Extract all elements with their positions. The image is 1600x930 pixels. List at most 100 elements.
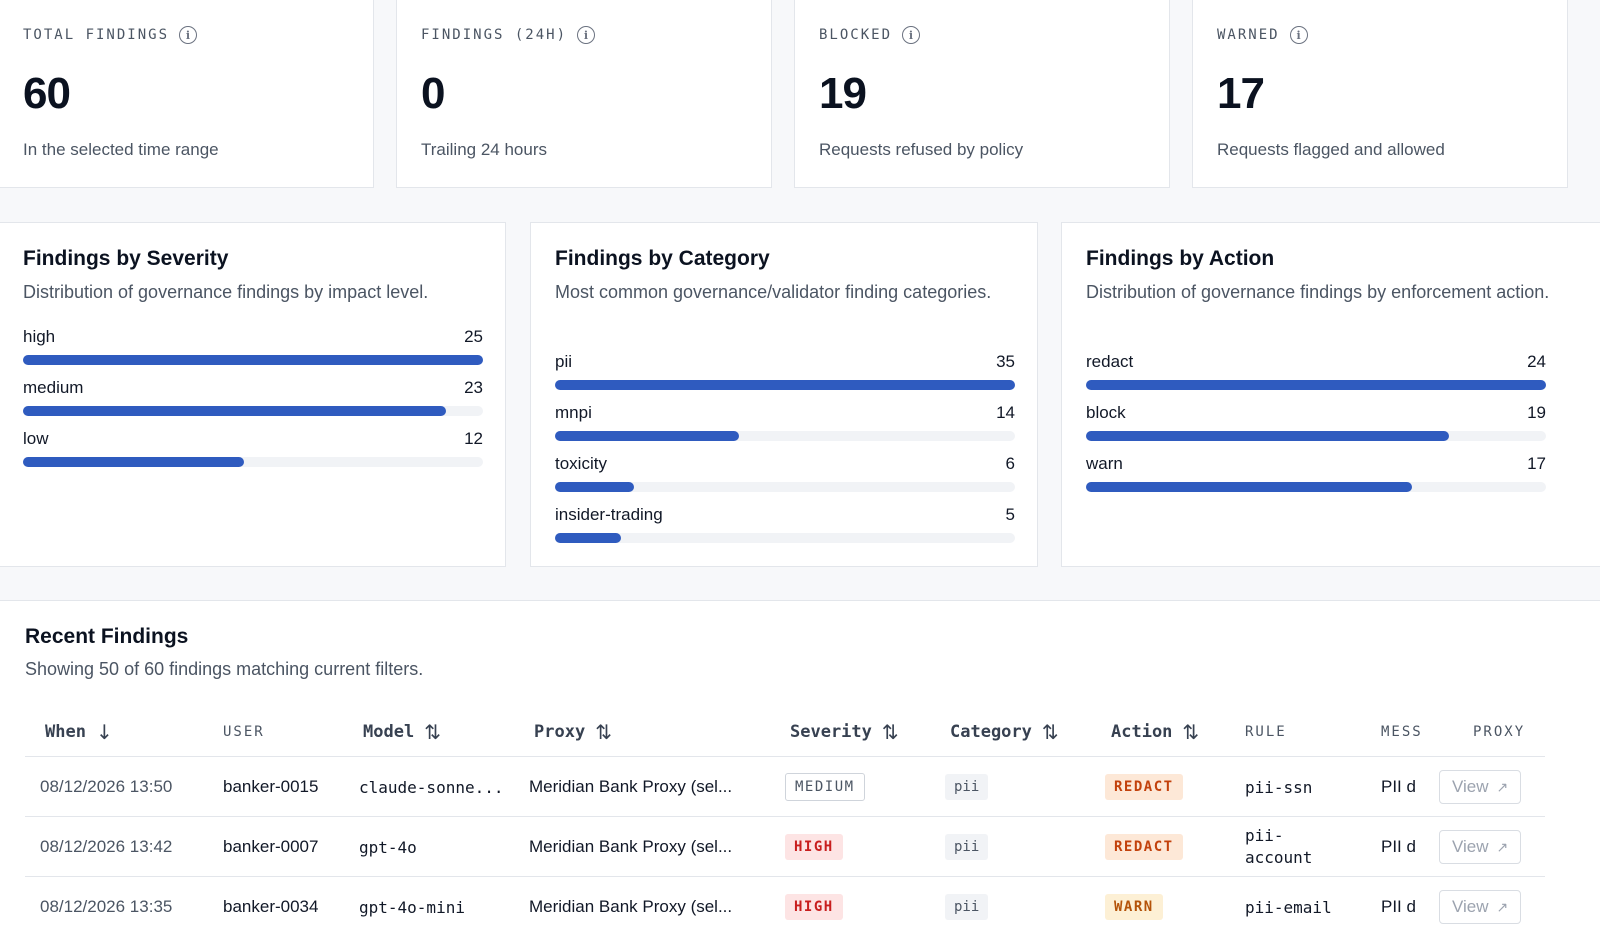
stat-value: 17 bbox=[1217, 69, 1265, 118]
bar-fill bbox=[1086, 380, 1546, 390]
cell-user: banker-0015 bbox=[223, 777, 319, 796]
bar-label: low bbox=[23, 429, 49, 448]
cell-user: banker-0007 bbox=[223, 837, 319, 856]
severity-badge: HIGH bbox=[785, 834, 843, 860]
info-icon[interactable]: i bbox=[1289, 26, 1308, 44]
stat-value: 19 bbox=[819, 69, 867, 118]
severity-badge: HIGH bbox=[785, 894, 843, 920]
cell-message: PII d bbox=[1381, 897, 1416, 916]
cell-when: 08/12/2026 13:42 bbox=[40, 837, 173, 856]
category-badge: pii bbox=[945, 774, 989, 800]
recent-findings-card: Recent Findings Showing 50 of 60 finding… bbox=[0, 600, 1600, 930]
info-icon[interactable]: i bbox=[902, 26, 921, 44]
bar-item-block: block 19 bbox=[1086, 403, 1546, 454]
bar-track bbox=[1086, 431, 1546, 441]
cell-rule: pii-account bbox=[1245, 826, 1313, 867]
column-header-severity[interactable]: Severity ⇅ bbox=[790, 707, 899, 757]
stat-cards: TOTAL FINDINGS i 60 In the selected time … bbox=[0, 0, 1600, 188]
table-row[interactable]: 08/12/2026 13:50 banker-0015 claude-sonn… bbox=[25, 757, 1545, 817]
stat-label: FINDINGS (24H) i bbox=[421, 26, 596, 44]
column-header-action[interactable]: Action ⇅ bbox=[1111, 707, 1199, 757]
bar-track bbox=[1086, 380, 1546, 390]
bar-label: mnpi bbox=[555, 403, 592, 422]
table-row[interactable]: 08/12/2026 13:35 banker-0034 gpt-4o-mini… bbox=[25, 877, 1545, 930]
severity-badge: MEDIUM bbox=[785, 773, 865, 801]
bar-item-low: low 12 bbox=[23, 429, 483, 480]
bar-label: insider-trading bbox=[555, 505, 663, 524]
stat-sub: Trailing 24 hours bbox=[421, 140, 547, 159]
cell-rule: pii-ssn bbox=[1245, 777, 1313, 797]
column-header-user: USER bbox=[223, 724, 265, 740]
column-header-model[interactable]: Model ⇅ bbox=[363, 707, 441, 757]
bar-item-high: high 25 bbox=[23, 327, 483, 378]
chart-title: Findings by Action bbox=[1086, 247, 1275, 270]
chart-title: Findings by Category bbox=[555, 247, 770, 270]
bar-count: 14 bbox=[996, 403, 1015, 422]
bar-fill bbox=[555, 380, 1015, 390]
stat-sub: Requests refused by policy bbox=[819, 140, 1024, 159]
bar-label: redact bbox=[1086, 352, 1134, 371]
cell-severity: MEDIUM bbox=[785, 757, 865, 817]
column-header-label: Model bbox=[363, 722, 415, 742]
cell-proxy-link: View ↗ bbox=[1439, 817, 1522, 877]
external-link-icon: ↗ bbox=[1496, 778, 1509, 795]
view-button[interactable]: View ↗ bbox=[1439, 770, 1522, 804]
bar-item-pii: pii 35 bbox=[555, 352, 1015, 403]
bar-count: 12 bbox=[464, 429, 483, 448]
stat-card-findings-24h: FINDINGS (24H) i 0 Trailing 24 hours bbox=[396, 0, 772, 188]
action-badge: REDACT bbox=[1105, 834, 1183, 860]
cell-category: pii bbox=[945, 817, 989, 877]
view-button[interactable]: View ↗ bbox=[1439, 890, 1522, 924]
column-header-rule: RULE bbox=[1245, 724, 1287, 740]
column-header-proxy[interactable]: Proxy ⇅ bbox=[534, 707, 612, 757]
bar-count: 5 bbox=[1005, 505, 1015, 524]
stat-label-text: TOTAL FINDINGS bbox=[23, 27, 170, 43]
bar-item-insider-trading: insider-trading 5 bbox=[555, 505, 1015, 556]
cell-action: REDACT bbox=[1105, 757, 1183, 817]
bar-track bbox=[23, 355, 483, 365]
stat-sub: Requests flagged and allowed bbox=[1217, 140, 1445, 159]
column-header-category[interactable]: Category ⇅ bbox=[950, 707, 1059, 757]
cell-when: 08/12/2026 13:35 bbox=[40, 897, 173, 916]
bar-fill bbox=[23, 406, 447, 416]
bar-track bbox=[23, 406, 483, 416]
view-label: View bbox=[1452, 837, 1489, 856]
column-header-label: When bbox=[45, 722, 86, 742]
bar-list: pii 35 mnpi 14 toxicity 6 insider-trading 5 bbox=[555, 352, 1015, 556]
stat-card-warned: WARNED i 17 Requests flagged and allowed bbox=[1192, 0, 1568, 188]
table-row[interactable]: 08/12/2026 13:42 banker-0007 gpt-4o Meri… bbox=[25, 817, 1545, 877]
bar-item-mnpi: mnpi 14 bbox=[555, 403, 1015, 454]
bar-count: 19 bbox=[1527, 403, 1546, 422]
view-button[interactable]: View ↗ bbox=[1439, 830, 1522, 864]
cell-proxy: Meridian Bank Proxy (sel... bbox=[529, 897, 733, 916]
chart-desc: Distribution of governance findings by i… bbox=[23, 282, 429, 302]
bar-count: 17 bbox=[1527, 454, 1546, 473]
bar-label: high bbox=[23, 327, 56, 346]
bar-fill bbox=[23, 355, 483, 365]
external-link-icon: ↗ bbox=[1496, 838, 1509, 855]
category-badge: pii bbox=[945, 894, 989, 920]
column-header-when[interactable]: When ↓ bbox=[45, 707, 113, 757]
column-header-message: MESS bbox=[1381, 724, 1423, 740]
cell-model: claude-sonne... bbox=[359, 777, 504, 797]
info-icon[interactable]: i bbox=[577, 26, 596, 44]
action-badge: WARN bbox=[1105, 894, 1163, 920]
cell-message: PII d bbox=[1381, 837, 1416, 856]
table-desc: Showing 50 of 60 findings matching curre… bbox=[25, 659, 424, 679]
stat-label: BLOCKED i bbox=[819, 26, 921, 44]
action-badge: REDACT bbox=[1105, 774, 1183, 800]
bar-count: 6 bbox=[1005, 454, 1015, 473]
bar-fill bbox=[555, 431, 739, 441]
sort-icon: ⇅ bbox=[1182, 720, 1200, 744]
bar-count: 35 bbox=[996, 352, 1015, 371]
bar-track bbox=[555, 431, 1015, 441]
bar-track bbox=[555, 533, 1015, 543]
stat-sub: In the selected time range bbox=[23, 140, 219, 159]
bar-track bbox=[23, 457, 483, 467]
cell-proxy-link: View ↗ bbox=[1439, 757, 1522, 817]
info-icon[interactable]: i bbox=[179, 26, 198, 44]
bar-fill bbox=[1086, 431, 1450, 441]
cell-rule: pii-email bbox=[1245, 897, 1332, 917]
column-header-label: Category bbox=[950, 722, 1032, 742]
external-link-icon: ↗ bbox=[1496, 898, 1509, 915]
